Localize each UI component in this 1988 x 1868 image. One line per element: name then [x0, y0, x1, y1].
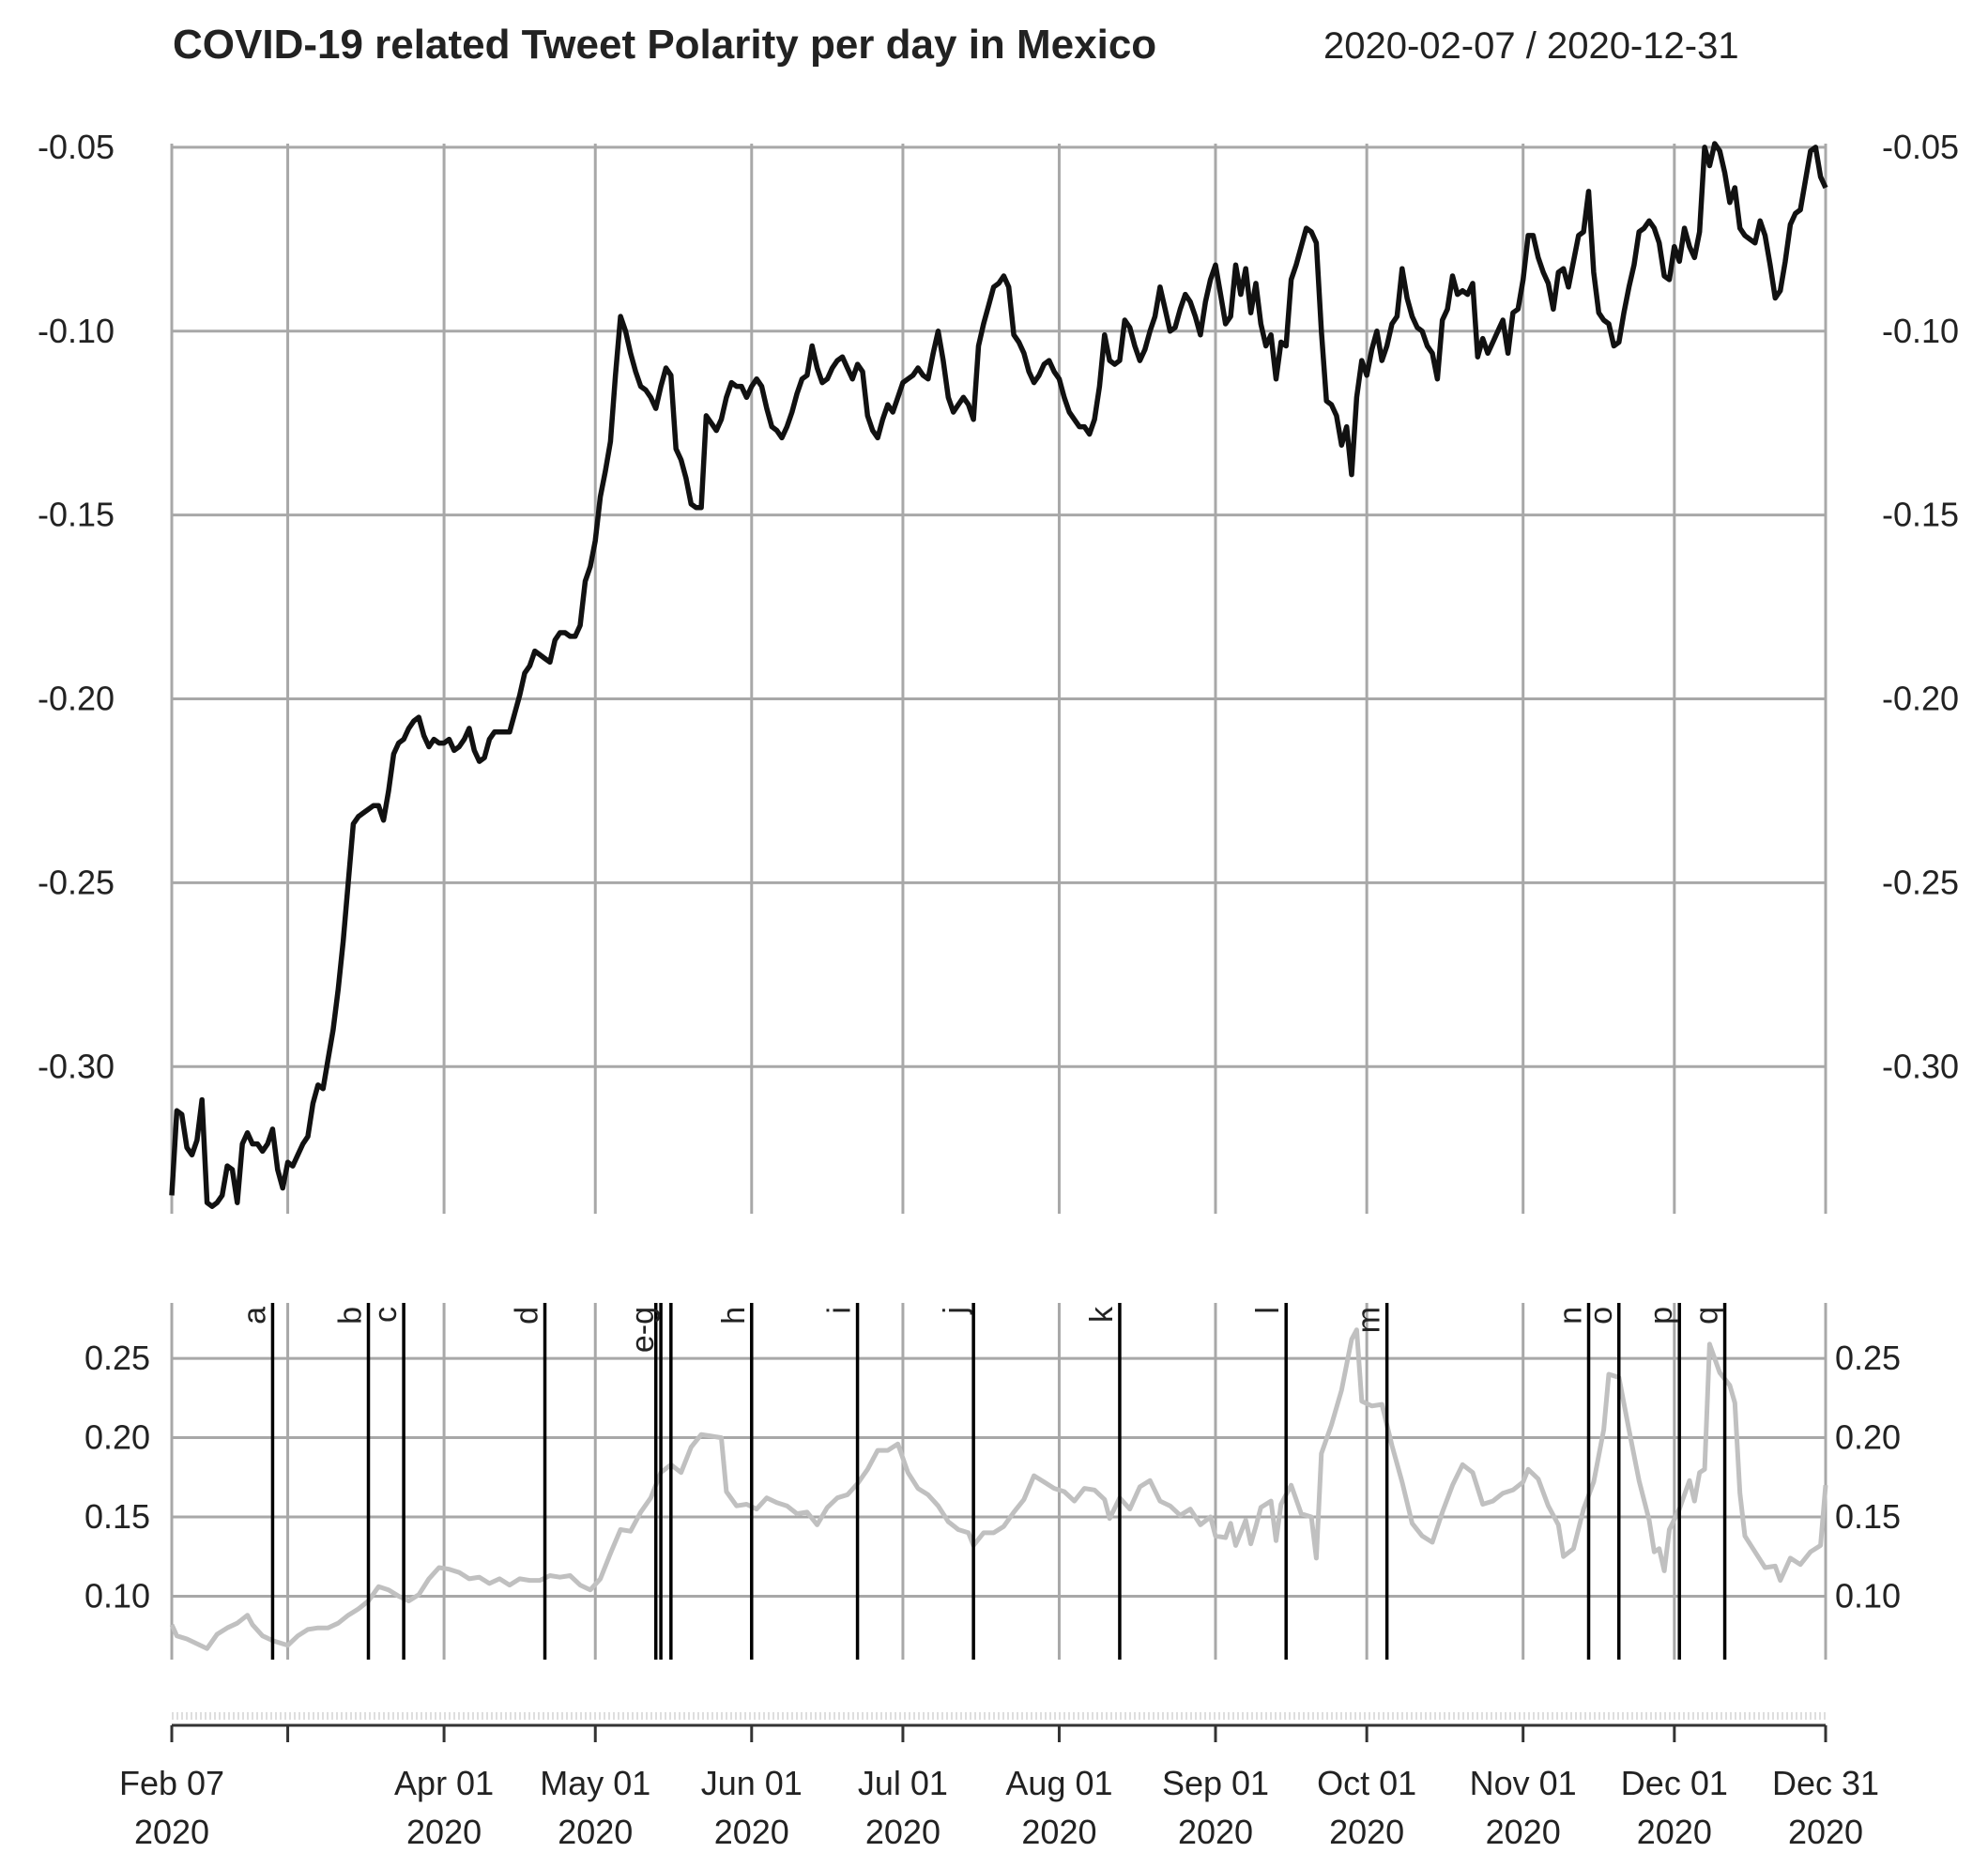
event-label: n	[1553, 1307, 1589, 1324]
main-y-tick-label-left: -0.25	[38, 863, 115, 901]
event-label: k	[1084, 1306, 1120, 1323]
main-y-tick-label-left: -0.05	[38, 128, 115, 166]
x-tick-label-month: Aug 01	[1005, 1764, 1112, 1802]
event-label: q	[1690, 1307, 1725, 1324]
event-label: l	[1250, 1307, 1286, 1314]
x-tick-label-month: Jul 01	[858, 1764, 948, 1802]
x-tick-label-year: 2020	[1178, 1813, 1253, 1851]
polarity-series-line	[169, 141, 1828, 1209]
chart-title: COVID-19 related Tweet Polarity per day …	[173, 22, 1156, 68]
event-label: a	[237, 1307, 272, 1324]
main-y-tick-label-left: -0.10	[38, 312, 115, 350]
x-tick-label-year: 2020	[865, 1813, 940, 1851]
sub-panel-line	[169, 1327, 1828, 1651]
event-label: j	[938, 1307, 973, 1315]
main-y-tick-label-right: -0.05	[1882, 128, 1959, 166]
main-y-tick-label-right: -0.25	[1882, 863, 1959, 901]
main-y-tick-label-left: -0.15	[38, 496, 115, 534]
event-label: e-g	[625, 1307, 661, 1353]
sub-y-tick-label-left: 0.25	[84, 1339, 150, 1377]
event-label: h	[716, 1307, 752, 1324]
event-label: o	[1583, 1307, 1619, 1324]
x-tick-label-year: 2020	[558, 1813, 633, 1851]
x-tick-label-year: 2020	[1021, 1813, 1096, 1851]
x-tick-label-year: 2020	[1788, 1813, 1863, 1851]
event-label: i	[822, 1307, 858, 1314]
x-tick-label-year: 2020	[406, 1813, 482, 1851]
x-tick-label-month: Nov 01	[1470, 1764, 1577, 1802]
x-tick-label-year: 2020	[714, 1813, 789, 1851]
x-tick-label-year: 2020	[134, 1813, 209, 1851]
main-y-tick-label-right: -0.15	[1882, 496, 1959, 534]
x-tick-label-month: Feb 07	[119, 1764, 224, 1802]
main-panel-line	[169, 141, 1828, 1209]
event-label: d	[510, 1307, 545, 1324]
main-y-tick-label-left: -0.20	[38, 680, 115, 718]
main-panel-grid	[170, 144, 1827, 1214]
x-tick-label-month: Sep 01	[1162, 1764, 1269, 1802]
event-label: p	[1644, 1307, 1679, 1324]
x-tick-label-year: 2020	[1486, 1813, 1561, 1851]
chart-date-range: 2020-02-07 / 2020-12-31	[1323, 25, 1739, 67]
sub-y-tick-label-left: 0.20	[84, 1418, 150, 1457]
sub-y-tick-label-right: 0.15	[1835, 1497, 1901, 1536]
main-panel-y-ticks: -0.05 -0.05 -0.10 -0.10 -0.15 -0.15 -0.20 -0.20…	[38, 128, 1959, 1085]
main-y-tick-label-right: -0.20	[1882, 680, 1959, 718]
x-tick-label-month: Oct 01	[1317, 1764, 1416, 1802]
sub-y-tick-label-right: 0.25	[1835, 1339, 1901, 1377]
x-tick-label-month: Dec 31	[1772, 1764, 1879, 1802]
sub-y-tick-label-left: 0.15	[84, 1497, 150, 1536]
event-label: c	[368, 1307, 404, 1323]
x-tick-label-month: May 01	[540, 1764, 650, 1802]
x-tick-label-month: Dec 01	[1621, 1764, 1728, 1802]
event-label: m	[1352, 1307, 1387, 1333]
x-axis: Feb 07 2020 Apr 01 2020 May 01 2020 Jun 01 2020…	[119, 1712, 1879, 1851]
main-y-tick-label-right: -0.30	[1882, 1047, 1959, 1085]
main-y-tick-label-left: -0.30	[38, 1047, 115, 1085]
x-tick-label-month: Jun 01	[701, 1764, 803, 1802]
sub-panel-grid	[170, 1303, 1827, 1660]
x-tick-label-year: 2020	[1329, 1813, 1404, 1851]
event-label: b	[333, 1307, 369, 1324]
event-markers: a b c d e-g h i j k l m no p q	[237, 1303, 1727, 1660]
sub-series-line	[169, 1327, 1828, 1651]
main-y-tick-label-right: -0.10	[1882, 312, 1959, 350]
sub-y-tick-label-right: 0.20	[1835, 1418, 1901, 1457]
sub-panel-y-ticks: 0.25 0.25 0.20 0.20 0.15 0.15 0.10 0.10	[84, 1339, 1901, 1615]
sub-y-tick-label-right: 0.10	[1835, 1576, 1901, 1615]
sub-y-tick-label-left: 0.10	[84, 1576, 150, 1615]
x-tick-label-year: 2020	[1637, 1813, 1712, 1851]
x-tick-label-month: Apr 01	[394, 1764, 494, 1802]
